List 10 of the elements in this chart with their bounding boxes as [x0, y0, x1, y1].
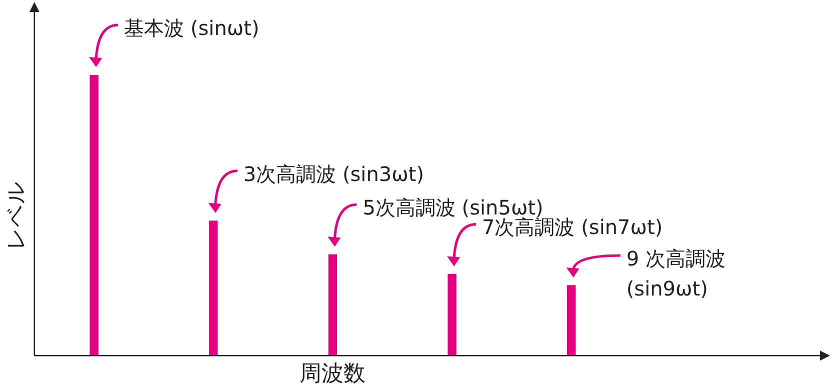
bar: [448, 274, 456, 356]
x-axis-title: 周波数: [300, 362, 366, 387]
bar: [328, 254, 338, 356]
text: 基本波 (sinωt): [124, 16, 260, 40]
bar: [567, 285, 576, 356]
annotation: 3次高調波 (sin3ωt): [243, 162, 424, 186]
bar: [209, 220, 218, 356]
y-axis-title: レベル: [4, 180, 29, 250]
annotation: 9 次高調波 (sin9ωt): [626, 246, 726, 300]
bar: [90, 75, 98, 356]
